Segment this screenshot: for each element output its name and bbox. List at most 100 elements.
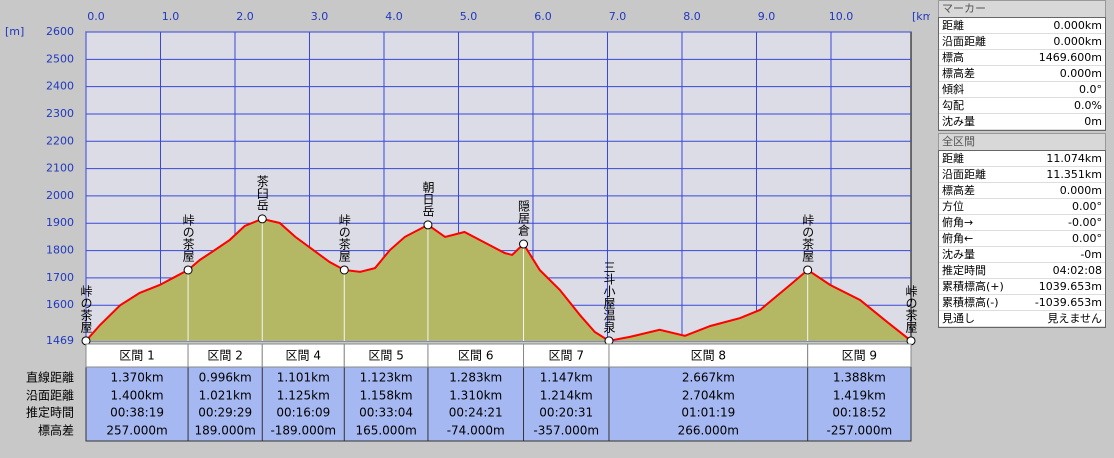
panel-row: 累積標高(+) 1039.653m [939, 279, 1105, 295]
section-value: -257.000m [827, 424, 893, 438]
panel-label: 距離 [942, 152, 964, 165]
section-name: 区間 6 [458, 349, 493, 363]
y-tick-label: 1469 [46, 334, 74, 347]
section-value: -189.000m [270, 424, 336, 438]
elevation-area [86, 218, 911, 341]
total-panel: 全区間 距離 11.074km 沿面距離 11.351km 標高差 0.000m 方位 0.0… [938, 133, 1106, 328]
section-value: 1.310km [449, 389, 502, 403]
panel-value: 1039.653m [1038, 280, 1102, 293]
panel-label: 勾配 [942, 99, 964, 112]
x-tick-label: 0.0 [87, 10, 105, 23]
section-value: 1.147km [540, 371, 593, 385]
waypoint-label: 隠居倉 [517, 200, 531, 237]
panel-row: 方位 0.00° [939, 199, 1105, 215]
panel-label: 標高差 [942, 67, 975, 80]
section-value: 0.996km [199, 371, 252, 385]
panel-value: 0.00° [1072, 232, 1102, 245]
section-value: -357.000m [533, 424, 599, 438]
panel-rows: 距離 11.074km 沿面距離 11.351km 標高差 0.000m 方位 0.00° 俯角… [938, 150, 1106, 328]
panel-label: 沈み量 [942, 248, 975, 261]
section-value: 00:16:09 [276, 406, 330, 420]
section-value: 00:24:21 [449, 406, 503, 420]
panel-label: 累積標高(-) [942, 296, 999, 309]
x-tick-label: 3.0 [311, 10, 329, 23]
y-tick-label: 1900 [46, 216, 74, 229]
panel-row: 勾配 0.0% [939, 98, 1105, 114]
panel-value: 0.000m [1059, 184, 1102, 197]
panel-value: 0.000km [1053, 19, 1102, 32]
panel-row: 沈み量 0m [939, 114, 1105, 130]
section-name: 区間 1 [119, 349, 154, 363]
x-tick-label: 1.0 [162, 10, 180, 23]
panel-label: 俯角← [942, 232, 974, 245]
panel-row: 標高差 0.000m [939, 183, 1105, 199]
panel-label: 俯角→ [942, 216, 974, 229]
y-unit: [m] [5, 25, 24, 38]
waypoint [183, 265, 193, 275]
section-value: 1.123km [360, 371, 413, 385]
panel-value: 1469.600m [1038, 51, 1102, 64]
section-value: 1.283km [449, 371, 502, 385]
section-value: 1.388km [833, 371, 886, 385]
section-value: 1.214km [540, 389, 593, 403]
x-tick-label: 8.0 [683, 10, 701, 23]
panel-row: 沿面距離 0.000km [939, 34, 1105, 50]
waypoint-label: 峠の茶屋 [79, 283, 93, 333]
panel-label: 距離 [942, 19, 964, 32]
section-value: 2.667km [682, 371, 735, 385]
section-value: 266.000m [678, 424, 739, 438]
panel-row: 沈み量 -0m [939, 247, 1105, 263]
section-value: -74.000m [447, 424, 505, 438]
panel-tab[interactable]: マーカー [938, 0, 1106, 17]
section-row-label: 沿面距離 [26, 389, 74, 403]
waypoint [257, 214, 267, 224]
x-tick-label: 10.0 [829, 10, 854, 23]
panel-label: 見通し [942, 312, 975, 325]
panel-row: 標高 1469.600m [939, 50, 1105, 66]
section-value: 01:01:19 [681, 406, 735, 420]
panel-value: 0.0° [1079, 83, 1102, 96]
panel-value: 見えません [1047, 312, 1102, 325]
waypoint [339, 265, 349, 275]
section-name: 区間 5 [368, 349, 403, 363]
y-tick-label: 1700 [46, 271, 74, 284]
section-value: 00:20:31 [539, 406, 593, 420]
panel-value: 0.000km [1053, 35, 1102, 48]
panel-row: 距離 0.000km [939, 18, 1105, 34]
panel-label: 沈み量 [942, 115, 975, 128]
waypoint [803, 265, 813, 275]
y-tick-label: 2200 [46, 134, 74, 147]
y-tick-label: 2400 [46, 80, 74, 93]
panel-label: 推定時間 [942, 264, 986, 277]
section-name: 区間 4 [286, 349, 321, 363]
waypoint-label: 峠の茶屋 [337, 213, 351, 263]
panel-label: 沿面距離 [942, 35, 986, 48]
panel-tab[interactable]: 全区間 [938, 133, 1106, 150]
panel-value: -1039.653m [1034, 296, 1102, 309]
section-name: 区間 2 [207, 349, 242, 363]
panel-value: 11.351km [1046, 168, 1102, 181]
section-value: 1.021km [199, 389, 252, 403]
section-values-bg [85, 366, 912, 442]
x-unit: [km] [912, 10, 930, 23]
y-tick-label: 1600 [46, 298, 74, 311]
panel-row: 推定時間 04:02:08 [939, 263, 1105, 279]
y-tick-label: 1800 [46, 244, 74, 257]
panel-rows: 距離 0.000km 沿面距離 0.000km 標高 1469.600m 標高差 0.000m… [938, 17, 1106, 131]
section-name: 区間 7 [549, 349, 584, 363]
section-value: 1.419km [833, 389, 886, 403]
section-value: 257.000m [106, 424, 167, 438]
panel-row: 傾斜 0.0° [939, 82, 1105, 98]
x-tick-label: 7.0 [609, 10, 627, 23]
section-value: 00:18:52 [832, 406, 886, 420]
panel-value: 04:02:08 [1052, 264, 1102, 277]
x-tick-label: 9.0 [758, 10, 776, 23]
panel-row: 標高差 0.000m [939, 66, 1105, 82]
waypoint [423, 220, 433, 230]
panel-row: 距離 11.074km [939, 151, 1105, 167]
section-value: 1.125km [277, 389, 330, 403]
panel-row: 俯角← 0.00° [939, 231, 1105, 247]
panel-label: 傾斜 [942, 83, 964, 96]
section-value: 00:38:19 [110, 406, 164, 420]
